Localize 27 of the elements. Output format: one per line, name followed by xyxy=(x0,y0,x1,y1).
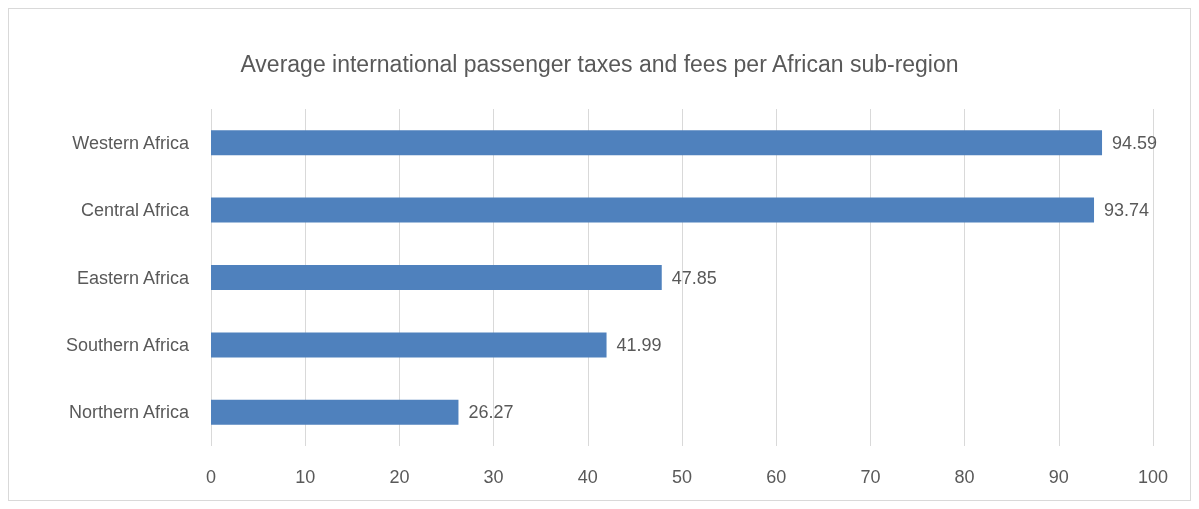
data-label: 26.27 xyxy=(468,402,514,423)
x-tick-label: 20 xyxy=(389,467,410,487)
y-tick-label: Western Africa xyxy=(72,132,190,153)
x-tick-label: 40 xyxy=(577,467,598,487)
y-tick-label: Central Africa xyxy=(80,200,190,221)
bar xyxy=(211,399,459,425)
y-tick-label: Southern Africa xyxy=(65,334,190,355)
x-tick-label: 80 xyxy=(954,467,975,487)
x-tick-label: 10 xyxy=(295,467,316,487)
chart-title: Average international passenger taxes and fees per African sub-region xyxy=(240,50,959,77)
y-tick-label: Northern Africa xyxy=(68,402,190,423)
bar xyxy=(211,332,607,358)
y-tick-label: Eastern Africa xyxy=(76,267,190,288)
bar xyxy=(211,130,1103,156)
x-tick-label: 90 xyxy=(1048,467,1069,487)
data-label: 47.85 xyxy=(671,267,717,288)
data-label: 94.59 xyxy=(1112,132,1158,153)
bar xyxy=(211,197,1095,223)
data-label: 93.74 xyxy=(1104,200,1150,221)
bar xyxy=(211,265,662,290)
data-label: 41.99 xyxy=(616,334,662,355)
x-tick-label: 60 xyxy=(766,467,787,487)
x-tick-label: 0 xyxy=(205,467,217,487)
x-tick-label: 100 xyxy=(1137,467,1169,487)
x-tick-label: 70 xyxy=(860,467,881,487)
x-tick-label: 30 xyxy=(483,467,504,487)
x-tick-label: 50 xyxy=(671,467,693,487)
